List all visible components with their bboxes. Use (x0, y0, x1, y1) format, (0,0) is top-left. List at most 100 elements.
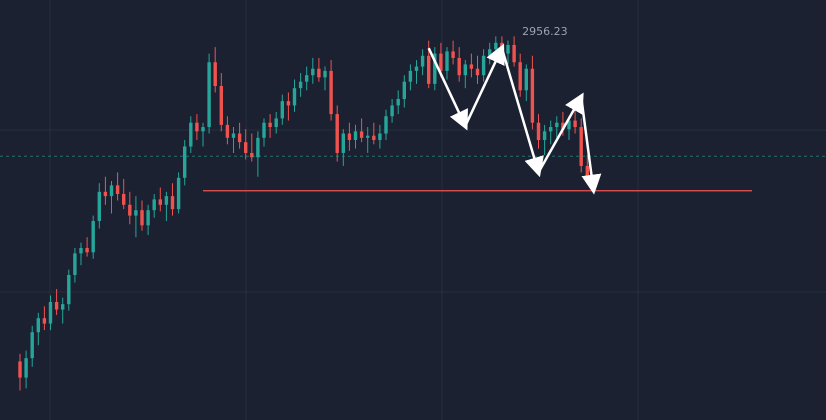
candle-body (567, 120, 571, 130)
candle-body (506, 44, 510, 54)
candle-body (329, 70, 333, 115)
candle-body (170, 196, 175, 210)
candle-body (183, 146, 187, 178)
candle-body (128, 204, 132, 216)
candle-body (542, 131, 547, 140)
candle-body (549, 127, 553, 132)
candle-body (366, 135, 370, 138)
candle-body (323, 70, 327, 78)
candle-body (353, 131, 358, 140)
candle-body (408, 70, 413, 82)
candle-body (176, 177, 181, 210)
candle-body (134, 210, 138, 216)
candle-body (561, 122, 565, 130)
candles (18, 36, 589, 391)
candle-body (115, 185, 120, 194)
candle-body (475, 68, 480, 76)
candle-body (225, 124, 230, 138)
candle-body (42, 318, 47, 324)
trend-arrow (500, 47, 544, 178)
candle-body (140, 210, 144, 226)
candle-body (244, 142, 248, 153)
candle-body (237, 133, 242, 143)
candle-body (189, 122, 193, 147)
candle-body (359, 131, 364, 138)
candle-body (372, 135, 376, 140)
candle-body (469, 64, 474, 69)
candle-body (488, 49, 492, 56)
candle-body (414, 66, 419, 71)
candle-body (256, 137, 260, 158)
candle-body (433, 53, 437, 84)
candle-body (97, 191, 101, 221)
candle-body (494, 42, 498, 50)
candle-body (579, 127, 583, 166)
trend-arrow (579, 96, 602, 195)
candle-body (103, 191, 108, 197)
candle-body (54, 302, 59, 310)
candle-body (219, 86, 223, 125)
candle-body (396, 98, 400, 106)
candle-body (109, 185, 114, 197)
candle-body (231, 133, 236, 138)
candle-body (91, 221, 95, 253)
candle-body (585, 165, 589, 177)
candle-body (85, 248, 89, 253)
candle-body (481, 55, 486, 76)
candle-body (36, 318, 40, 333)
candle-body (195, 122, 199, 132)
high-price-label: 2956.23 (522, 25, 568, 38)
candle-body (445, 51, 449, 71)
trend-arrow (537, 92, 584, 174)
candle-body (30, 332, 34, 359)
trend-arrow (427, 47, 468, 131)
candle-body (158, 199, 162, 205)
candle-body (573, 120, 577, 128)
candle-body (305, 75, 309, 82)
candle-body (341, 133, 345, 153)
candle-body (555, 122, 559, 128)
candle-body (24, 358, 28, 378)
candle-body (347, 133, 352, 140)
candle-body (518, 62, 522, 91)
candle-body (48, 302, 53, 324)
candle-body (280, 101, 284, 119)
candle-body (207, 62, 211, 128)
candle-body (262, 122, 266, 138)
candle-body (427, 55, 431, 84)
candle-body (268, 122, 272, 128)
candle-body (18, 361, 22, 378)
candle-body (79, 248, 83, 254)
candle-body (384, 116, 388, 134)
trend-arrow (464, 43, 505, 127)
candle-body (61, 304, 65, 310)
candle-body (402, 81, 406, 99)
candle-body (298, 81, 303, 89)
candle-body (512, 44, 516, 63)
trend-arrows (427, 43, 602, 195)
candle-body (67, 275, 71, 305)
candle-body (530, 68, 535, 123)
candle-body (146, 210, 150, 226)
candle-body (274, 118, 278, 128)
candle-body (292, 88, 297, 106)
candle-body (390, 105, 394, 117)
candle-body (317, 68, 321, 78)
candle-body (457, 57, 461, 76)
candle-body (201, 127, 205, 132)
candle-body (378, 133, 382, 140)
candle-body (524, 68, 528, 91)
candle-body (213, 62, 217, 86)
candle-body (420, 55, 425, 67)
candle-body (439, 53, 443, 71)
candle-body (536, 122, 541, 140)
reference-lines (0, 155, 826, 192)
candle-body (152, 199, 156, 211)
candle-body (164, 196, 169, 205)
candle-body (73, 253, 77, 275)
candle-body (286, 101, 291, 106)
candle-body (463, 64, 467, 76)
